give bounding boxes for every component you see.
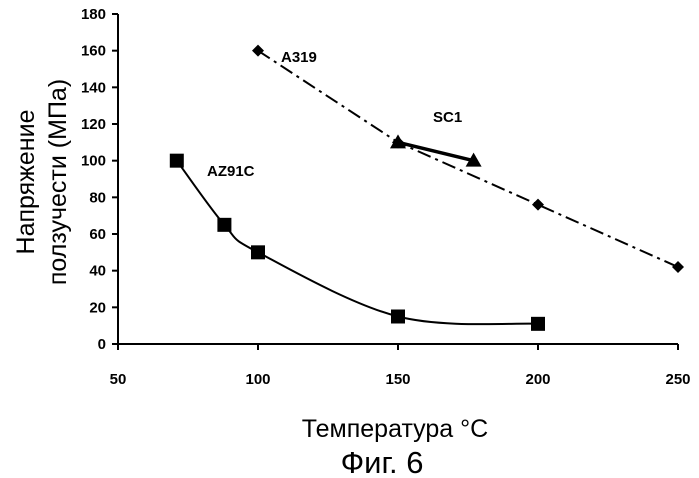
x-axis-title: Температура °С [302,415,488,443]
axes: 0 20 40 60 80 100 120 140 160 180 50 100 150 200 250 [81,6,691,388]
y-tick-label: 140 [81,79,106,96]
x-tick-label: 250 [665,371,690,388]
series-line-a319 [257,49,679,268]
data-point-az91c [217,217,232,232]
y-tick-label: 60 [89,226,106,243]
x-tick-label: 100 [245,371,270,388]
series-label-az91c: AZ91C [207,163,255,180]
y-tick-label: 0 [98,336,106,353]
data-point-az91c [531,316,545,331]
series-line-sc1 [397,140,475,163]
y-axis-title-line2: ползучести (МПа) [44,79,72,285]
data-point-az91c [251,245,265,260]
data-point-a319 [252,44,264,57]
y-tick-label: 160 [81,43,106,60]
figure-caption: Фиг. 6 [341,445,424,478]
data-point-sc1 [390,134,406,149]
data-point-az91c [391,309,405,324]
series-label-sc1: SC1 [433,109,462,126]
data-point-sc1 [465,152,482,167]
series-label-a319: A319 [281,49,317,66]
data-point-az91c [169,153,184,168]
x-tick-label: 200 [525,371,550,388]
y-tick-label: 100 [81,153,106,170]
y-tick-label: 20 [89,299,106,316]
y-axis-title: Напряжение [12,110,40,255]
y-tick-label: 80 [89,189,106,206]
y-tick-label: 40 [89,263,106,280]
series-line-az91c [175,160,539,326]
y-tick-label: 120 [81,116,106,133]
x-tick-label: 150 [385,371,410,388]
x-tick-label: 50 [110,371,127,388]
plot-area [169,44,684,331]
y-tick-label: 180 [81,6,106,23]
data-point-a319 [532,198,544,211]
data-point-a319 [672,261,684,273]
